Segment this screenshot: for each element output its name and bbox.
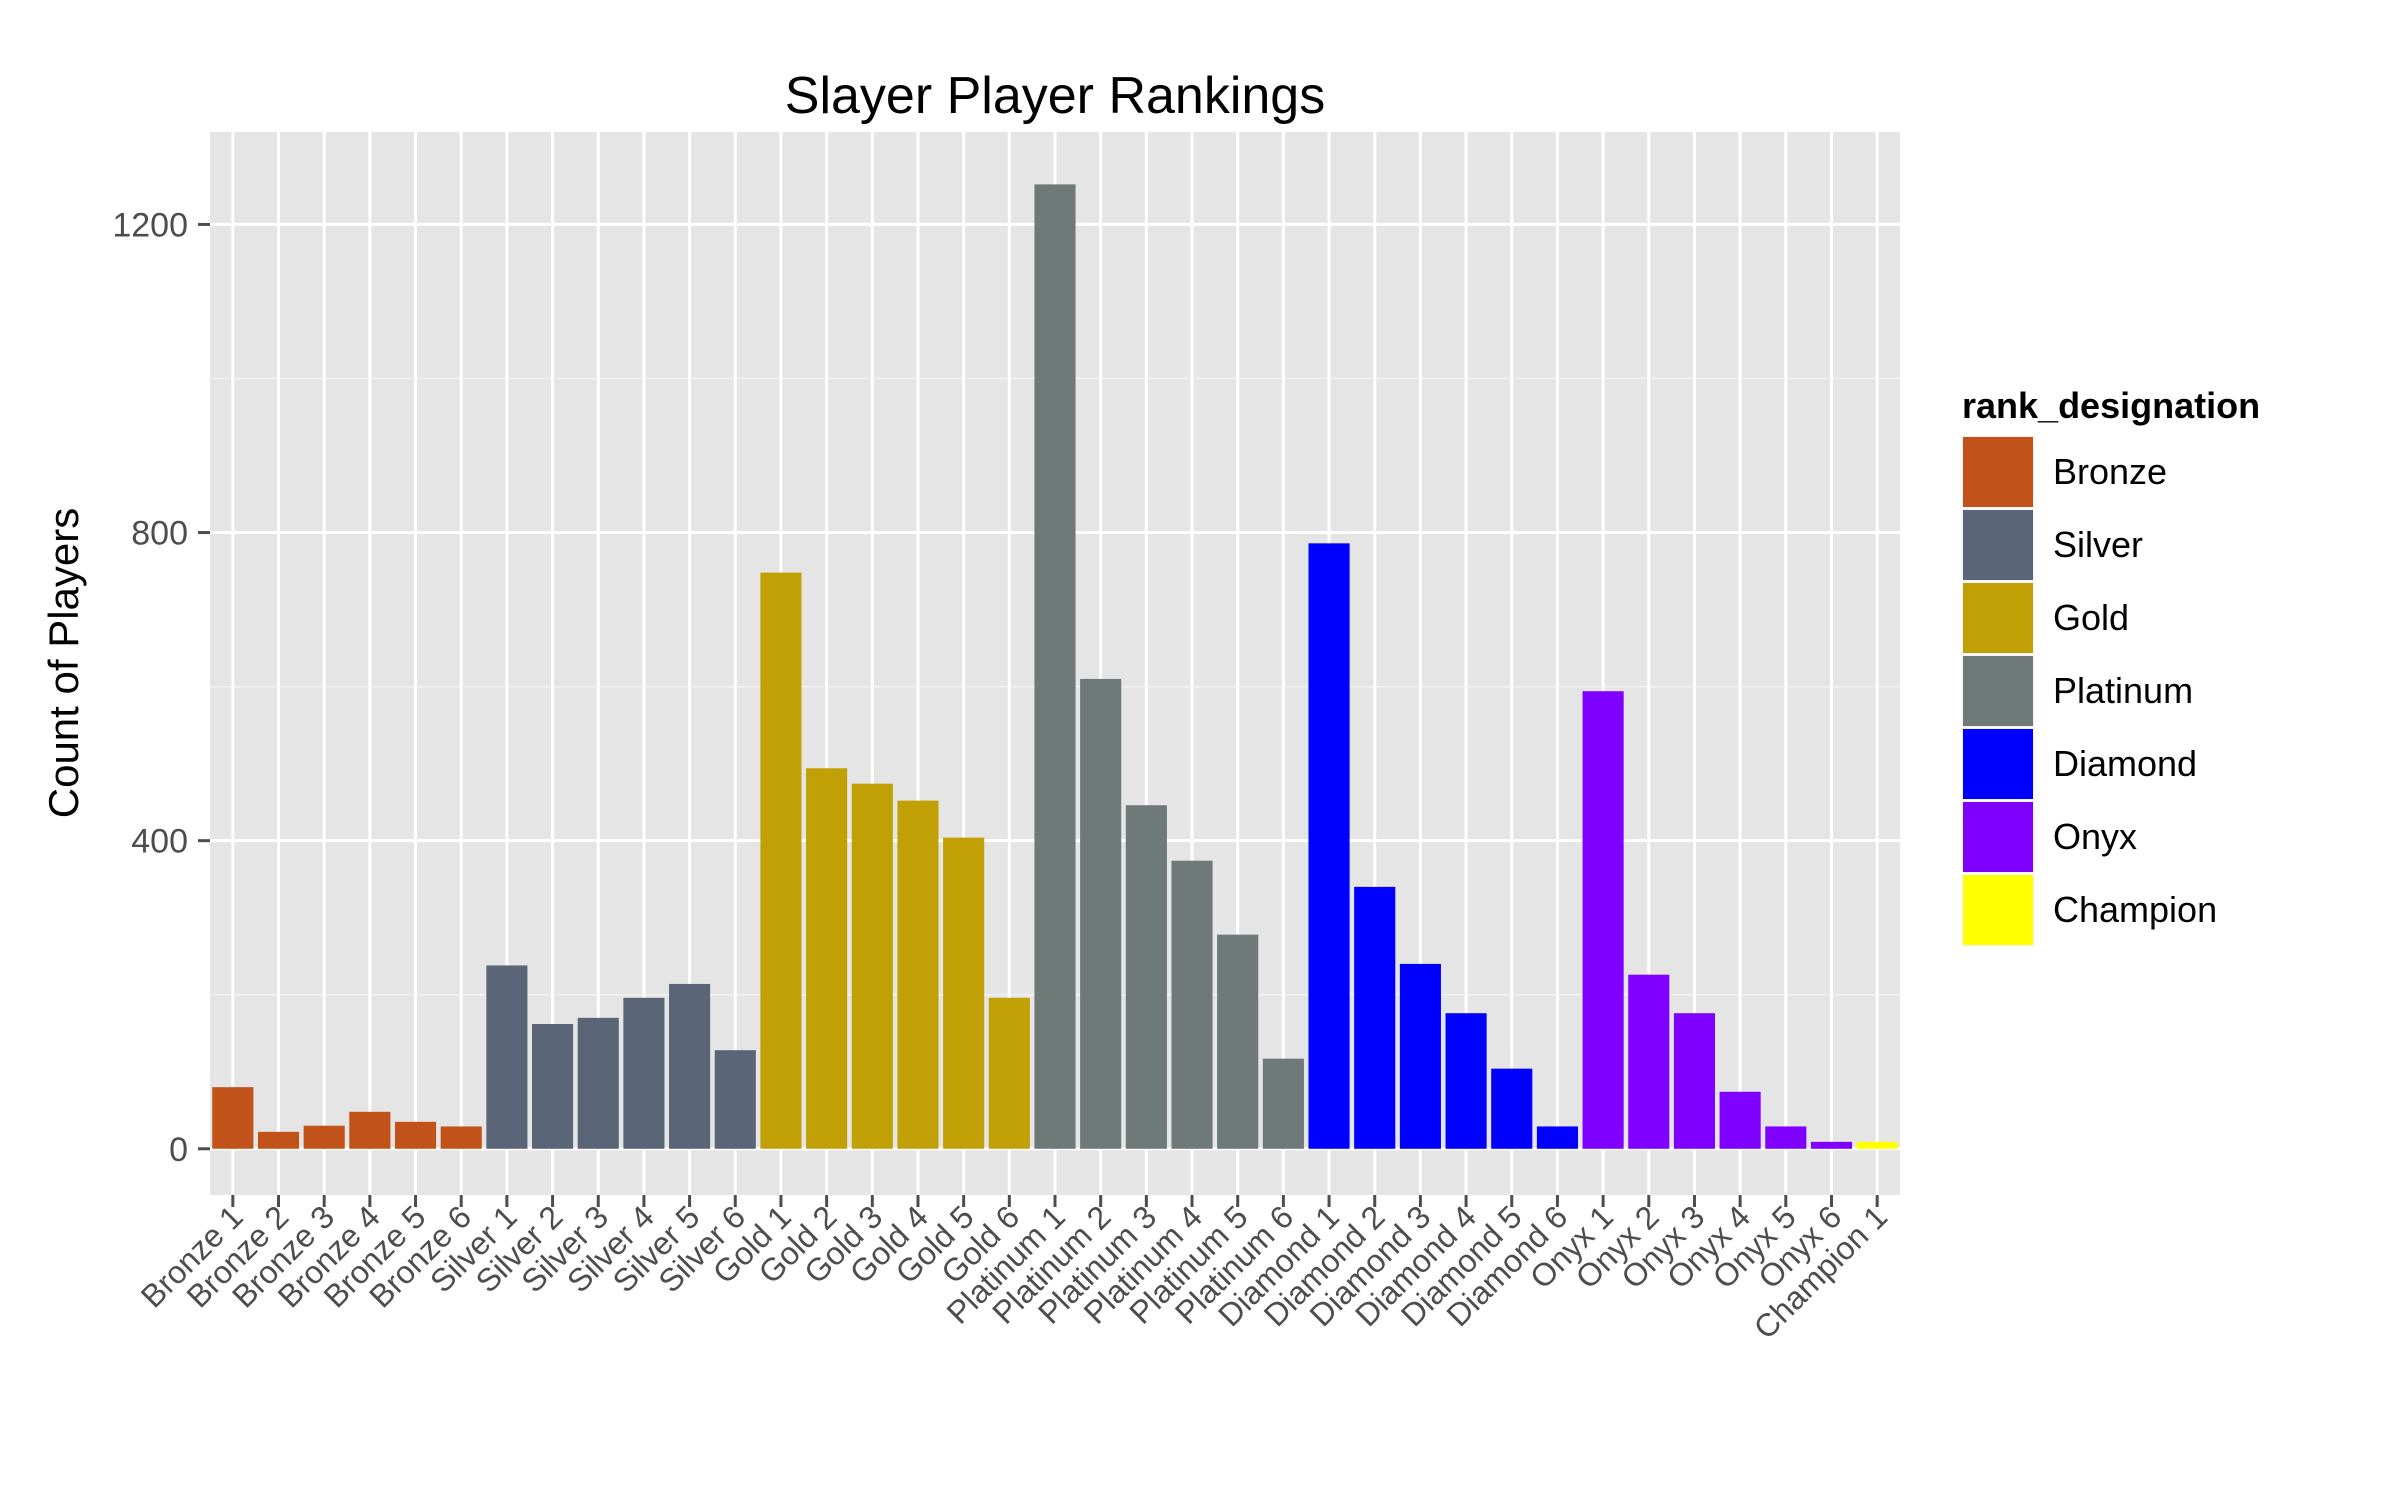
y-tick-label: 400 bbox=[131, 823, 188, 861]
bar bbox=[1171, 860, 1213, 1149]
bar bbox=[1719, 1091, 1761, 1149]
legend-swatch bbox=[1963, 510, 2033, 580]
y-tick-label: 0 bbox=[169, 1131, 188, 1169]
bar bbox=[532, 1023, 574, 1149]
bars bbox=[212, 184, 1898, 1149]
legend-label: Onyx bbox=[2053, 816, 2137, 857]
bar bbox=[486, 965, 528, 1149]
bar bbox=[303, 1125, 345, 1149]
bar bbox=[1445, 1013, 1487, 1149]
bar bbox=[1308, 543, 1350, 1149]
legend-swatch bbox=[1963, 802, 2033, 872]
bar bbox=[1856, 1141, 1898, 1149]
bar bbox=[1491, 1068, 1533, 1149]
bar bbox=[1217, 934, 1259, 1149]
bar bbox=[806, 768, 848, 1149]
bar bbox=[1628, 974, 1670, 1149]
legend-title: rank_designation bbox=[1962, 385, 2260, 426]
bar bbox=[897, 800, 939, 1149]
bar bbox=[714, 1050, 756, 1149]
legend-label: Silver bbox=[2053, 524, 2143, 565]
bar bbox=[669, 983, 711, 1149]
bar bbox=[1080, 678, 1122, 1149]
bar bbox=[394, 1121, 437, 1149]
bar bbox=[1582, 691, 1624, 1149]
chart-title: Slayer Player Rankings bbox=[785, 67, 1325, 125]
legend-label: Diamond bbox=[2053, 743, 2197, 784]
legend-label: Platinum bbox=[2053, 670, 2193, 711]
legend-swatch bbox=[1963, 729, 2033, 799]
legend-swatch bbox=[1963, 875, 2033, 945]
legend-label: Bronze bbox=[2053, 451, 2167, 492]
bar bbox=[1673, 1013, 1716, 1149]
bar bbox=[349, 1111, 391, 1149]
legend-swatch bbox=[1963, 437, 2033, 507]
bar bbox=[1125, 805, 1167, 1149]
legend-label: Champion bbox=[2053, 889, 2217, 930]
bar bbox=[440, 1126, 482, 1149]
bar bbox=[257, 1131, 300, 1149]
bar bbox=[1536, 1126, 1578, 1149]
bar bbox=[577, 1017, 619, 1149]
y-tick-label: 1200 bbox=[112, 206, 188, 244]
bar bbox=[760, 572, 802, 1149]
y-axis: 0 400 800 1200 bbox=[112, 206, 210, 1169]
bar bbox=[1262, 1058, 1304, 1149]
bar bbox=[212, 1087, 254, 1149]
bar bbox=[1810, 1141, 1853, 1149]
y-tick-label: 800 bbox=[131, 515, 188, 553]
legend: rank_designation Bronze Silver Gold Platinu… bbox=[1962, 385, 2260, 946]
bar bbox=[1399, 963, 1441, 1149]
y-axis-label: Count of Players bbox=[40, 508, 87, 819]
bar bbox=[1765, 1126, 1807, 1149]
legend-swatch bbox=[1963, 656, 2033, 726]
bar bbox=[1034, 184, 1076, 1149]
bar bbox=[851, 783, 893, 1149]
bar bbox=[943, 837, 985, 1149]
bar bbox=[988, 997, 1030, 1149]
legend-label: Gold bbox=[2053, 597, 2129, 638]
bar bbox=[1354, 886, 1396, 1149]
bar bbox=[623, 997, 665, 1149]
legend-swatch bbox=[1963, 583, 2033, 653]
